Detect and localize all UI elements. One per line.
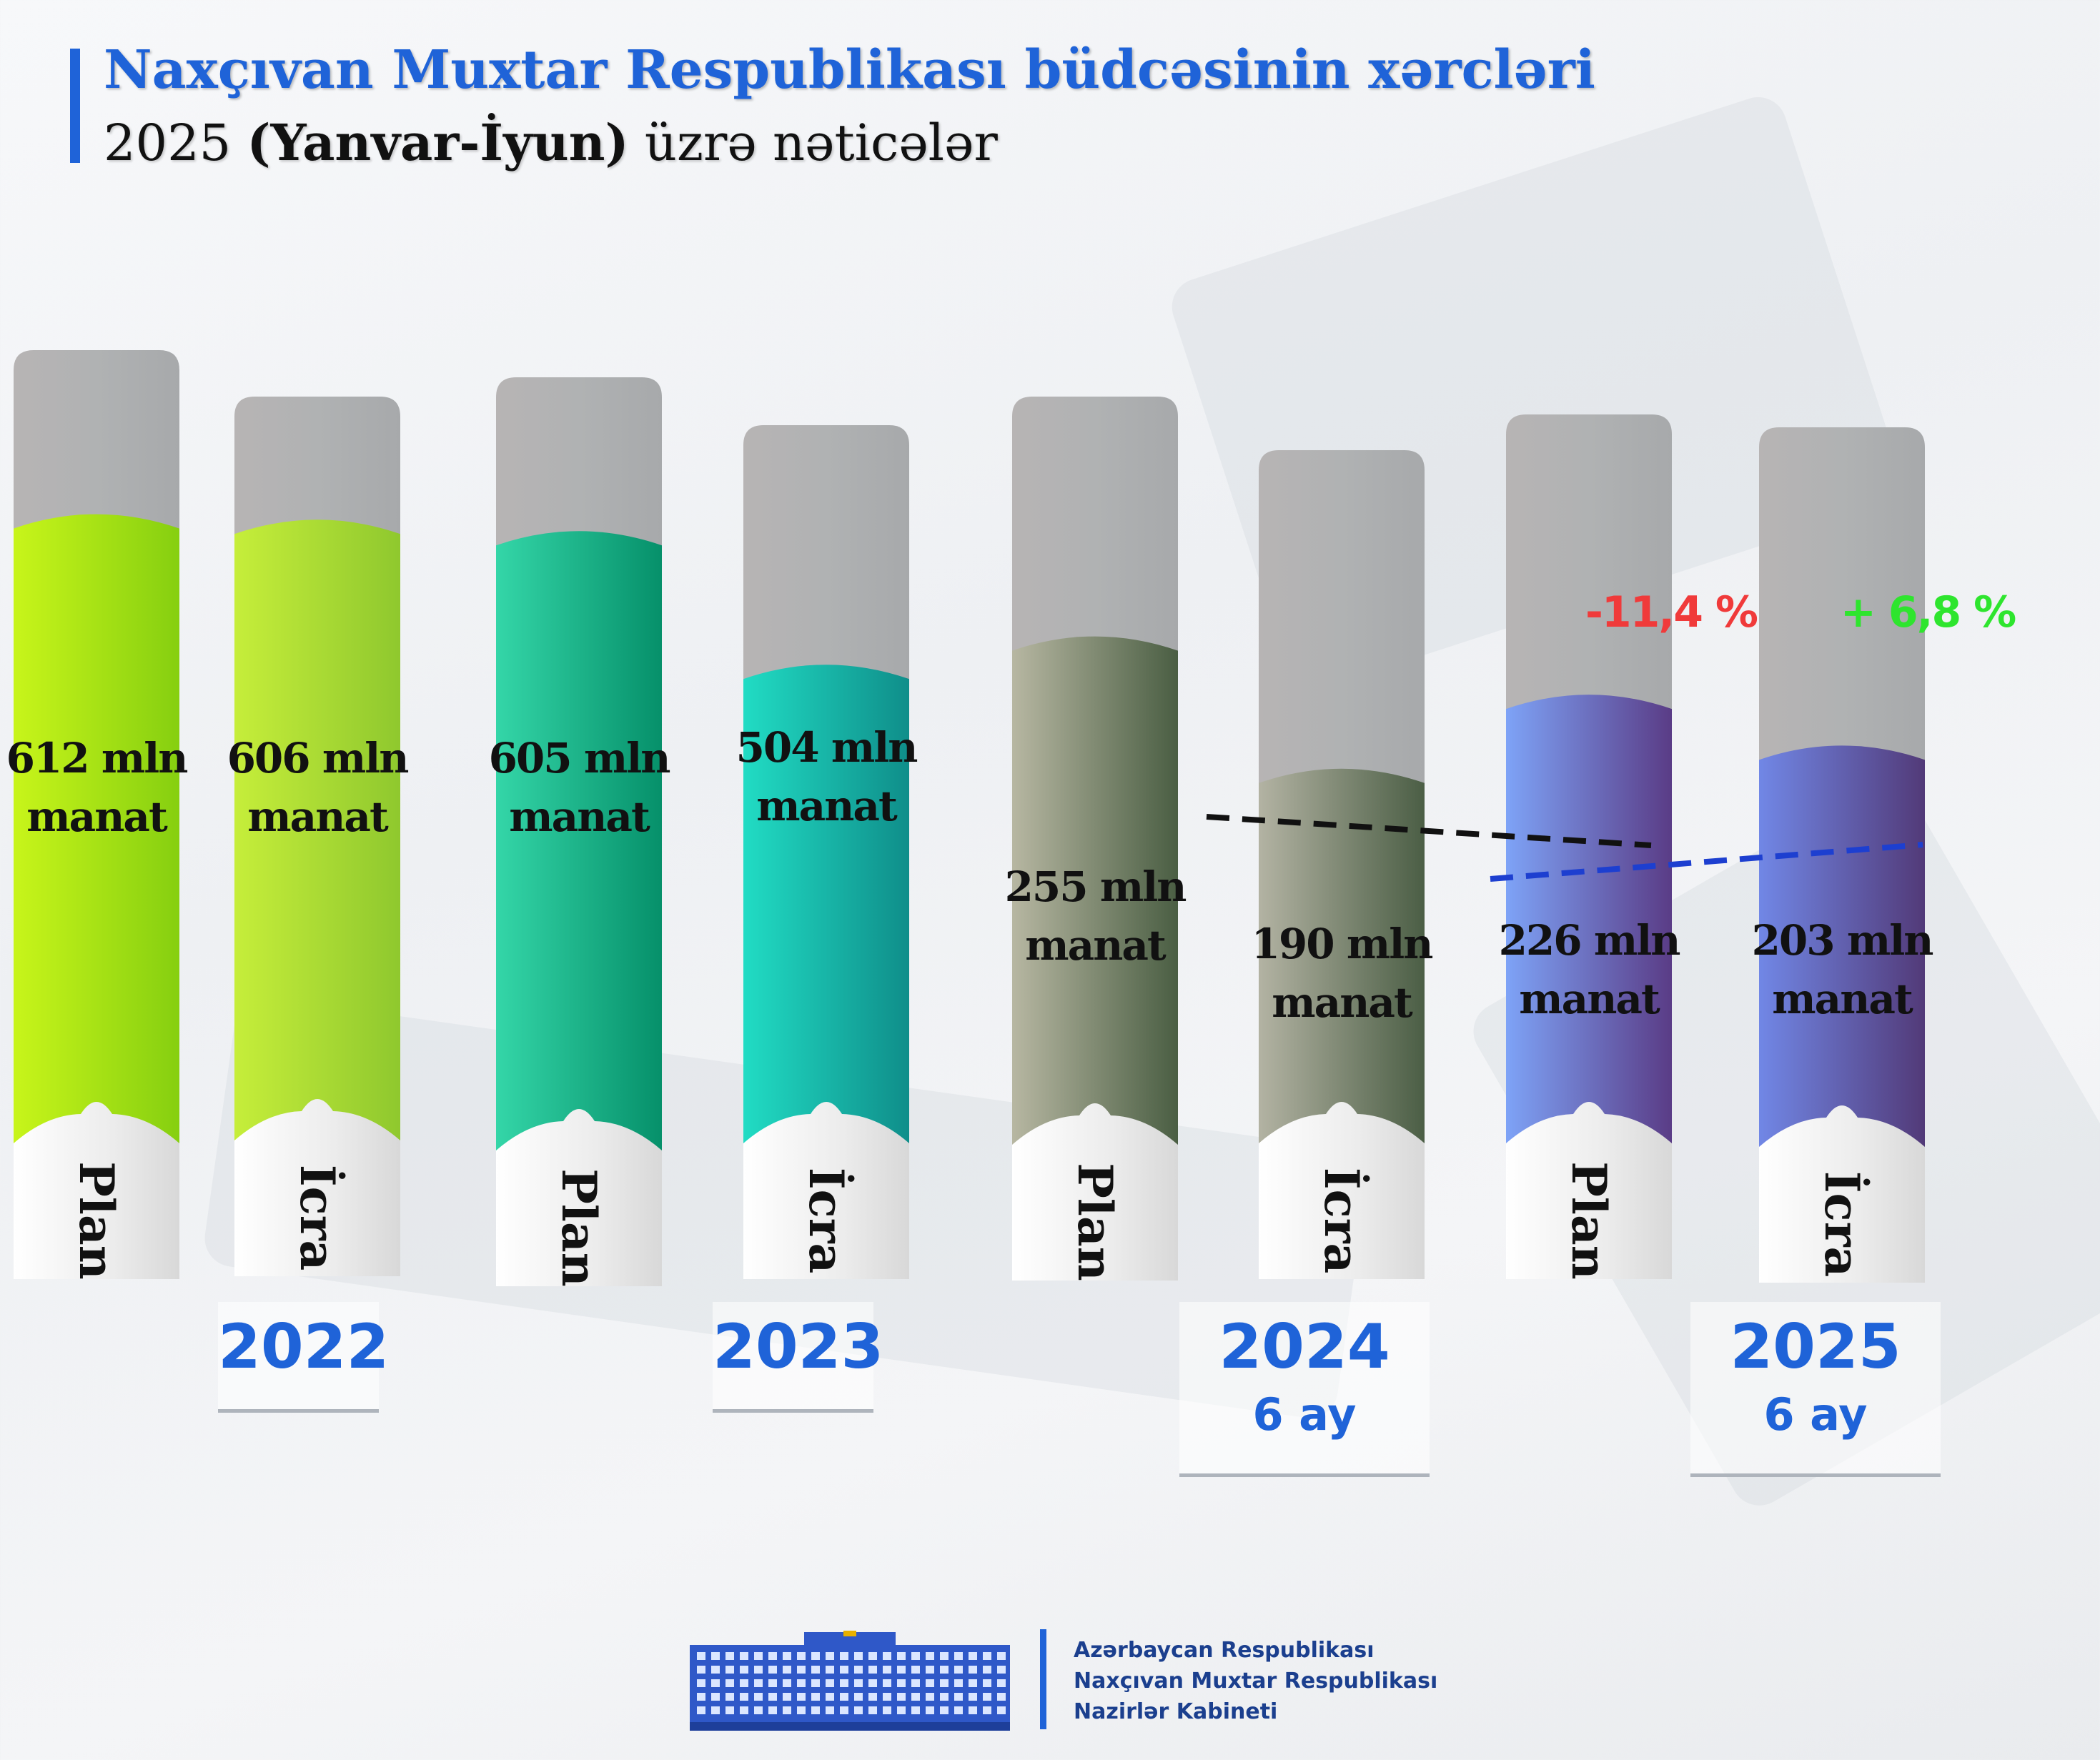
year-label-2024: 2024 6 ay — [1179, 1302, 1430, 1477]
footer-organization: Azərbaycan Respublikası Naxçıvan Muxtar … — [1074, 1635, 1437, 1727]
subtitle-year: 2025 — [104, 114, 247, 172]
value-label-2022-plan: 612 mln manat — [4, 729, 189, 846]
chart-subtitle: 2025 (Yanvar-İyun) üzrə nəticələr — [104, 113, 998, 172]
category-label-2024-plan: Plan — [1067, 1162, 1123, 1281]
category-label-2022-icra: İcra — [289, 1164, 345, 1271]
plan-trend-line — [1206, 814, 1652, 848]
bar-fill — [1506, 695, 1672, 1147]
bar-fill — [14, 514, 179, 1147]
bar-fill — [234, 519, 400, 1144]
period-text: 6 ay — [1252, 1388, 1357, 1441]
footer-line-2: Naxçıvan Muxtar Respublikası — [1074, 1669, 1438, 1694]
bar-2023-icra — [743, 425, 909, 1279]
chart-title: Naxçıvan Muxtar Respublikası büdcəsinin … — [104, 39, 1595, 101]
value-label-amount: 190 mln — [1251, 920, 1434, 968]
value-label-unit: manat — [1272, 978, 1413, 1027]
value-label-unit: manat — [247, 792, 389, 841]
value-label-amount: 605 mln — [488, 734, 671, 782]
year-label-2023: 2023 — [713, 1302, 884, 1413]
bar-fill — [1012, 636, 1178, 1148]
subtitle-rest: üzrə nəticələr — [628, 114, 998, 172]
footer-line-3: Nazirlər Kabineti — [1074, 1699, 1278, 1724]
bar-fill — [743, 665, 909, 1147]
bar-base — [1259, 1102, 1425, 1279]
bar-base — [1759, 1105, 1925, 1283]
bar-base — [496, 1109, 662, 1286]
icra-trend-line — [1490, 842, 1923, 882]
value-label-amount: 226 mln — [1498, 916, 1681, 965]
bar-2024-icra — [1259, 450, 1425, 1279]
category-label-2025-plan: Plan — [1561, 1160, 1617, 1280]
period-text: 6 ay — [1763, 1388, 1868, 1441]
bar-2023-plan — [496, 377, 662, 1286]
category-label-2023-plan: Plan — [551, 1168, 607, 1287]
bar-2022-plan — [14, 350, 179, 1279]
building-logo-icon — [690, 1631, 1010, 1731]
bar-fill — [496, 531, 662, 1154]
category-label-2024-icra: İcra — [1314, 1167, 1370, 1273]
value-label-amount: 203 mln — [1751, 916, 1934, 965]
bar-base — [1012, 1103, 1178, 1281]
value-label-2024-plan: 255 mln manat — [1002, 857, 1188, 975]
value-label-2024-icra: 190 mln manat — [1249, 915, 1435, 1032]
bar-base — [14, 1102, 179, 1279]
title-accent-bar — [70, 49, 80, 163]
value-label-2025-plan: 226 mln manat — [1496, 911, 1682, 1028]
bar-base — [743, 1102, 909, 1279]
category-label-2025-icra: İcra — [1814, 1170, 1870, 1277]
value-label-unit: manat — [1772, 975, 1913, 1023]
bar-2025-plan — [1506, 414, 1672, 1279]
value-label-unit: manat — [26, 792, 168, 841]
subtitle-period: (Yanvar-İyun) — [247, 113, 629, 172]
year-label-2025: 2025 6 ay — [1690, 1302, 1941, 1477]
bar-base — [234, 1099, 400, 1276]
value-label-amount: 504 mln — [736, 723, 918, 772]
category-label-2022-plan: Plan — [69, 1160, 124, 1280]
bar-fill — [1259, 768, 1425, 1147]
value-label-unit: manat — [1025, 921, 1167, 970]
value-label-unit: manat — [756, 782, 898, 830]
value-label-2023-plan: 605 mln manat — [486, 729, 672, 846]
year-text: 2025 — [1730, 1311, 1901, 1383]
value-label-unit: manat — [509, 792, 650, 841]
footer-line-1: Azərbaycan Respublikası — [1074, 1638, 1375, 1663]
category-label-2023-icra: İcra — [798, 1167, 854, 1273]
year-text: 2022 — [218, 1311, 390, 1383]
value-label-amount: 606 mln — [227, 734, 410, 782]
value-label-2023-icra: 504 mln manat — [733, 718, 919, 835]
value-label-2022-icra: 606 mln manat — [224, 729, 410, 846]
year-text: 2024 — [1219, 1311, 1390, 1383]
value-label-amount: 612 mln — [6, 734, 189, 782]
bar-base — [1506, 1102, 1672, 1279]
year-label-2022: 2022 — [218, 1302, 390, 1413]
change-label-icra: + 6,8 % — [1840, 587, 2016, 637]
change-label-plan: -11,4 % — [1585, 587, 1758, 637]
year-text: 2023 — [713, 1311, 884, 1383]
bar-2024-plan — [1012, 397, 1178, 1281]
bar-2022-icra — [234, 397, 400, 1276]
value-label-2025-icra: 203 mln manat — [1749, 911, 1935, 1028]
footer-accent-bar — [1040, 1629, 1046, 1729]
value-label-amount: 255 mln — [1004, 862, 1187, 911]
value-label-unit: manat — [1519, 975, 1660, 1023]
